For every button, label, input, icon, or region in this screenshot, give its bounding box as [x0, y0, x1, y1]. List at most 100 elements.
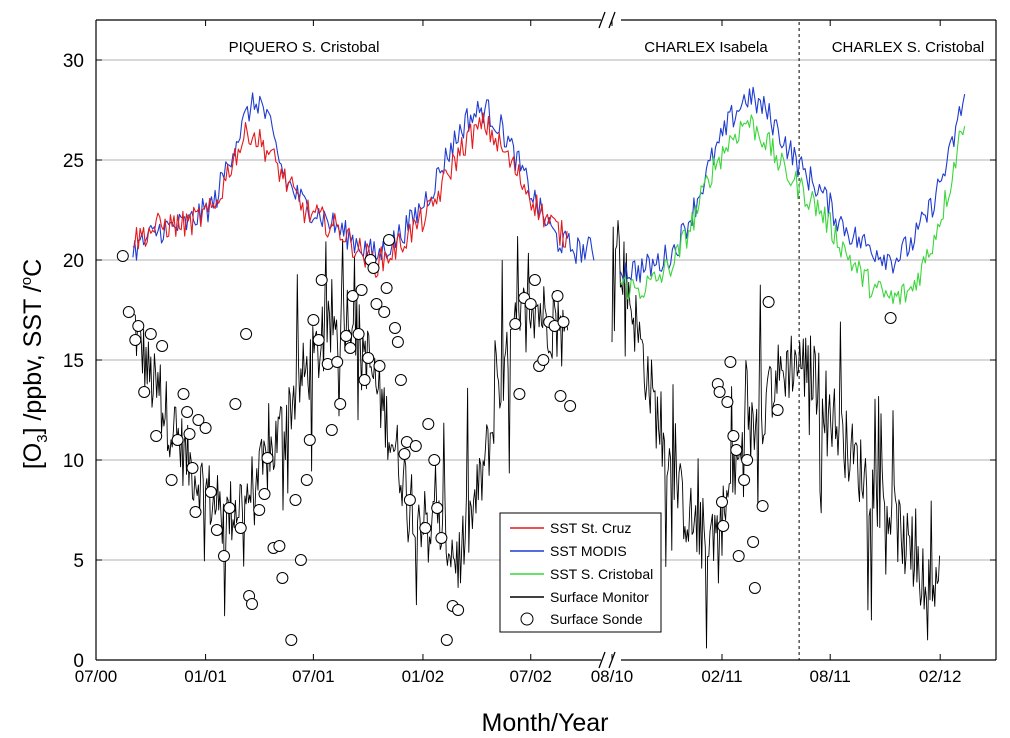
sonde-point-91: [721, 396, 734, 408]
x-tick-label-07-00: 07/00: [75, 667, 118, 686]
sonde-point-51: [362, 352, 375, 364]
y-tick-label-0: 0: [73, 651, 84, 672]
sonde-point-33: [285, 634, 298, 646]
sonde-point-18: [204, 486, 217, 498]
legend: SST St. Cruz SST MODIS SST S. Cristobal …: [499, 512, 662, 633]
sonde-point-88: [713, 386, 726, 398]
sonde-point-95: [732, 550, 745, 562]
y-tick-label-25: 25: [63, 151, 84, 172]
legend-label-surface-monitor: Surface Monitor: [550, 589, 649, 605]
sonde-point-4: [132, 320, 145, 332]
x-tick-label-07-01: 07/01: [292, 667, 335, 686]
sonde-point-19: [210, 524, 223, 536]
sonde-point-85: [557, 316, 570, 328]
sonde-point-12: [181, 406, 194, 418]
sonde-point-71: [440, 634, 453, 646]
x-tick-label-08-10: 08/10: [591, 667, 634, 686]
sonde-point-96: [738, 474, 751, 486]
sonde-point-22: [229, 398, 242, 410]
sonde-point-36: [300, 474, 313, 486]
sonde-point-49: [355, 284, 368, 296]
sonde-point-65: [409, 440, 422, 452]
sonde-point-80: [537, 354, 550, 366]
sonde-point-31: [273, 540, 286, 552]
sonde-point-40: [315, 274, 328, 286]
sonde-point-7: [150, 430, 163, 442]
series-line-sst-st-cruz-1: [132, 112, 568, 278]
panel-label-1: PIQUERO S. Cristobal: [229, 39, 380, 56]
sonde-point-20: [218, 550, 230, 562]
legend-label-sst-st-cruz: SST St. Cruz: [550, 520, 631, 536]
sonde-point-99: [748, 582, 761, 594]
sonde-point-68: [428, 454, 441, 466]
sonde-point-32: [276, 572, 289, 584]
y-axis-title-part-2: ] /ppbv, SST /: [19, 285, 47, 434]
sonde-point-69: [431, 502, 444, 514]
panel-label-3: CHARLEX S. Cristobal: [832, 39, 985, 56]
sonde-point-8: [156, 340, 169, 352]
y-axis-title-subscript: 3: [34, 434, 51, 442]
sonde-point-54: [370, 298, 383, 310]
x-axis-title: Month/Year: [482, 709, 609, 737]
sonde-point-26: [246, 598, 258, 610]
y-axis-title-superscript: o: [18, 277, 35, 285]
series-line-sst-modis-2: [619, 86, 966, 283]
sonde-point-83: [551, 290, 564, 302]
x-tick-label-02-12: 02/12: [919, 667, 962, 686]
sonde-point-84: [554, 390, 567, 402]
sonde-point-102: [771, 404, 784, 416]
plot-frame: [95, 11, 997, 669]
sonde-point-67: [422, 418, 435, 430]
sonde-point-57: [380, 282, 393, 294]
sonde-point-9: [165, 474, 178, 486]
axis-break-mark-3: [598, 651, 606, 669]
sonde-point-47: [346, 290, 359, 302]
y-tick-label-20: 20: [63, 251, 84, 272]
series-line-sst-s-cristobal-1: [619, 114, 966, 305]
y-axis-title-part-3: C: [19, 259, 47, 277]
sonde-point-17: [199, 422, 212, 434]
sonde-point-24: [240, 328, 253, 340]
x-tick-label-01-01: 01/01: [184, 667, 227, 686]
sonde-point-16: [192, 414, 205, 426]
legend-label-surface-sonde: Surface Sonde: [550, 611, 643, 627]
sonde-point-39: [312, 334, 325, 346]
sonde-point-42: [325, 424, 338, 436]
sonde-point-13: [183, 428, 196, 440]
sonde-point-23: [234, 522, 247, 534]
sonde-point-29: [261, 452, 274, 464]
sonde-point-21: [223, 502, 236, 514]
x-tick-label-07-02: 07/02: [509, 667, 552, 686]
y-axis-title-part-1: [O: [19, 443, 47, 469]
sonde-point-3: [129, 334, 142, 346]
legend-label-sst-s-cristobal: SST S. Cristobal: [550, 566, 653, 582]
sonde-point-11: [177, 388, 190, 400]
sonde-point-70: [435, 532, 448, 544]
sonde-point-77: [524, 298, 537, 310]
x-tick-label-01-02: 01/02: [402, 667, 445, 686]
sonde-point-44: [334, 398, 347, 410]
ticks: 0 5 10 15 20 25 30 07/00 01/01 07/01 01/02 07/02 08/…: [63, 20, 996, 686]
sonde-point-14: [186, 462, 199, 474]
sonde-point-78: [528, 274, 541, 286]
sonde-point-58: [383, 234, 395, 246]
sonde-point-37: [303, 434, 316, 446]
sonde-point-10: [171, 434, 184, 446]
sonde-point-5: [138, 386, 151, 398]
sonde-point-48: [352, 328, 365, 340]
y-tick-label-15: 15: [63, 351, 84, 372]
sonde-point-90: [717, 520, 730, 532]
panel-labels: PIQUERO S. Cristobal CHARLEX Isabela CHA…: [229, 39, 985, 56]
sonde-point-92: [724, 356, 737, 368]
sonde-point-46: [344, 342, 357, 354]
sonde-point-45: [340, 330, 353, 342]
x-tick-label-08-11: 08/11: [810, 667, 851, 686]
y-tick-label-5: 5: [73, 551, 84, 572]
sonde-point-38: [307, 314, 320, 326]
sonde-point-73: [452, 604, 465, 616]
sonde-point-93: [727, 430, 740, 442]
sonde-point-59: [389, 322, 401, 334]
sonde-point-35: [294, 554, 307, 566]
legend-label-sst-modis: SST MODIS: [550, 543, 627, 559]
x-tick-label-02-11: 02/11: [701, 667, 742, 686]
